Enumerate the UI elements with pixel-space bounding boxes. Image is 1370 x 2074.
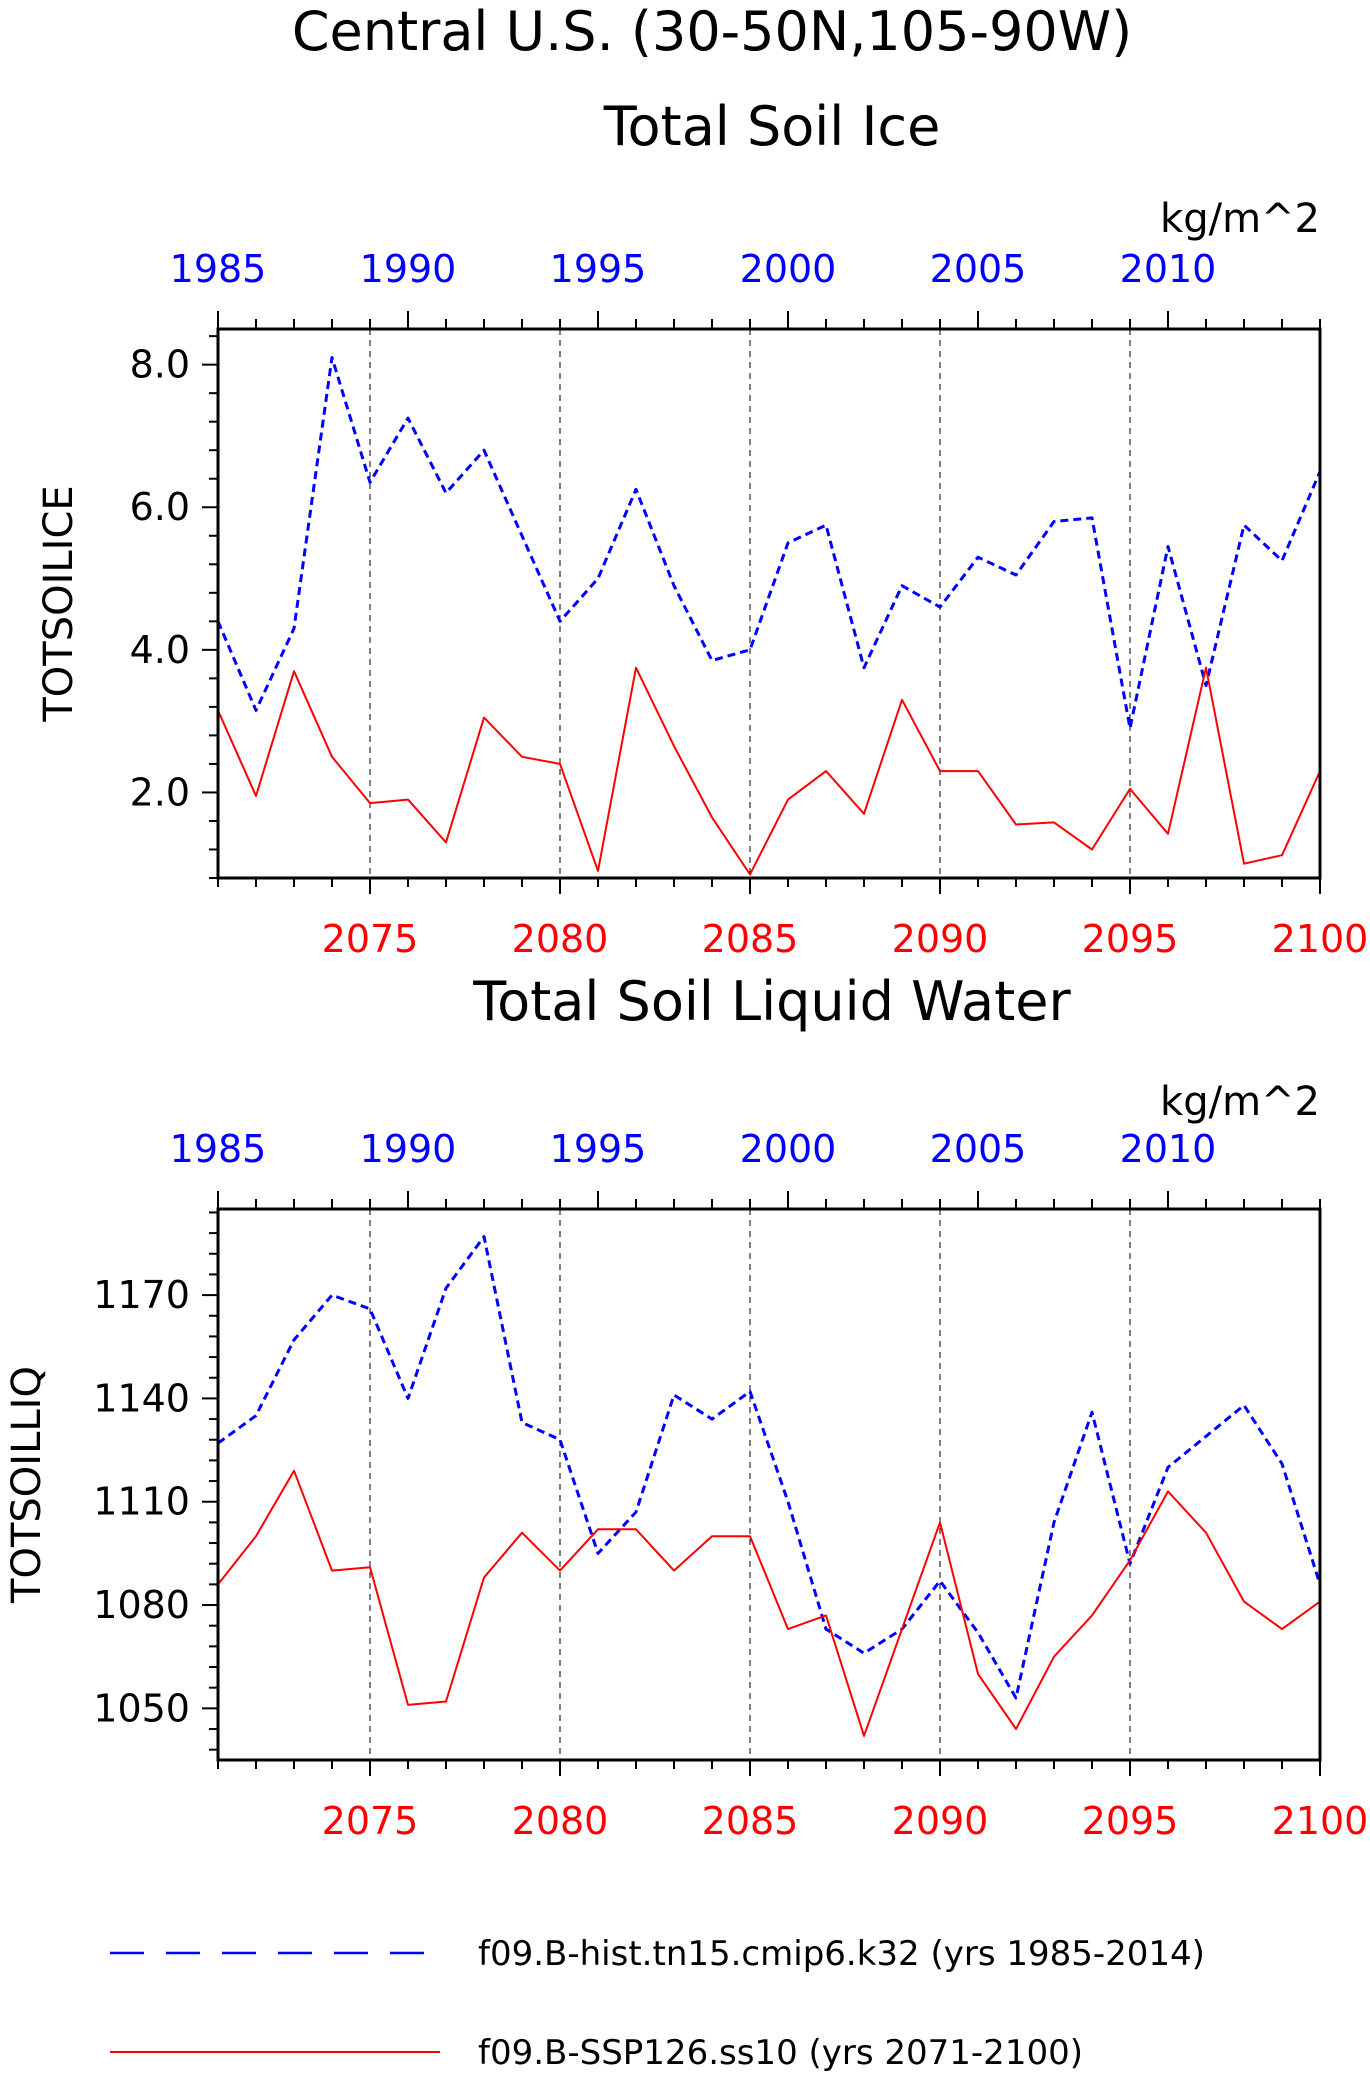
bottom-tick-label: 2075	[322, 917, 419, 961]
top-tick-label: 1995	[550, 247, 647, 291]
series-line-ssp	[217, 1469, 1321, 1737]
y-tick-label: 6.0	[130, 485, 190, 529]
y-tick-label: 1110	[93, 1480, 190, 1524]
bottom-tick-label: 2080	[512, 917, 609, 961]
bottom-tick-label: 2080	[512, 1799, 609, 1843]
bottom-tick-label: 2090	[892, 917, 989, 961]
y-tick-label: 1050	[93, 1686, 190, 1730]
top-tick-label: 2010	[1120, 247, 1217, 291]
top-tick-label: 1985	[170, 247, 267, 291]
bottom-tick-label: 2095	[1082, 1799, 1179, 1843]
top-tick-label: 2000	[740, 1127, 837, 1171]
top-tick-label: 2000	[740, 247, 837, 291]
top-tick-label: 2005	[930, 1127, 1027, 1171]
top-tick-label: 1985	[170, 1127, 267, 1171]
legend-label-ssp: f09.B-SSP126.ss10 (yrs 2071-2100)	[478, 2033, 1083, 2073]
bottom-tick-label: 2100	[1272, 917, 1369, 961]
soil-liquid-panel: 2075 2080 2085 2090 2095 2100 1985 1990 1995 2000…	[4, 1127, 1368, 1843]
panel1-title: Total Soil Ice	[603, 95, 941, 158]
top-tick-label: 2005	[930, 247, 1027, 291]
y-axis-label: TOTSOILICE	[36, 485, 82, 722]
top-tick-label: 2010	[1120, 1127, 1217, 1171]
plot-frame	[216, 327, 1322, 880]
top-tick-label: 1995	[550, 1127, 647, 1171]
series-line-hist	[216, 356, 1322, 730]
y-tick-label: 1140	[93, 1376, 190, 1420]
legend-label-hist: f09.B-hist.tn15.cmip6.k32 (yrs 1985-2014…	[478, 1934, 1205, 1974]
y-tick-label: 4.0	[130, 628, 190, 672]
plot-frame	[216, 1207, 1322, 1762]
y-tick-label: 8.0	[130, 343, 190, 387]
y-tick-label: 1170	[93, 1273, 190, 1317]
soil-ice-panel: 2075 2080 2085 2090 2095 2100 1985 1990 1995 2000…	[36, 247, 1368, 961]
panel2-units: kg/m^2	[1160, 1079, 1320, 1125]
panel1-units: kg/m^2	[1160, 196, 1320, 242]
bottom-tick-label: 2090	[892, 1799, 989, 1843]
bottom-tick-label: 2095	[1082, 917, 1179, 961]
y-tick-label: 1080	[93, 1583, 190, 1627]
bottom-tick-label: 2075	[322, 1799, 419, 1843]
bottom-tick-label: 2085	[702, 917, 799, 961]
bottom-tick-label: 2085	[702, 1799, 799, 1843]
top-tick-label: 1990	[360, 247, 457, 291]
y-axis-label: TOTSOILLIQ	[4, 1366, 50, 1604]
bottom-tick-label: 2100	[1272, 1799, 1369, 1843]
figure-title: Central U.S. (30-50N,105-90W)	[292, 0, 1132, 63]
top-tick-label: 1990	[360, 1127, 457, 1171]
series-line-hist	[217, 1235, 1322, 1700]
legend: f09.B-hist.tn15.cmip6.k32 (yrs 1985-2014…	[110, 1934, 1205, 2073]
y-tick-label: 2.0	[130, 770, 190, 814]
series-line-ssp	[217, 666, 1321, 876]
panel2-title: Total Soil Liquid Water	[472, 970, 1071, 1033]
